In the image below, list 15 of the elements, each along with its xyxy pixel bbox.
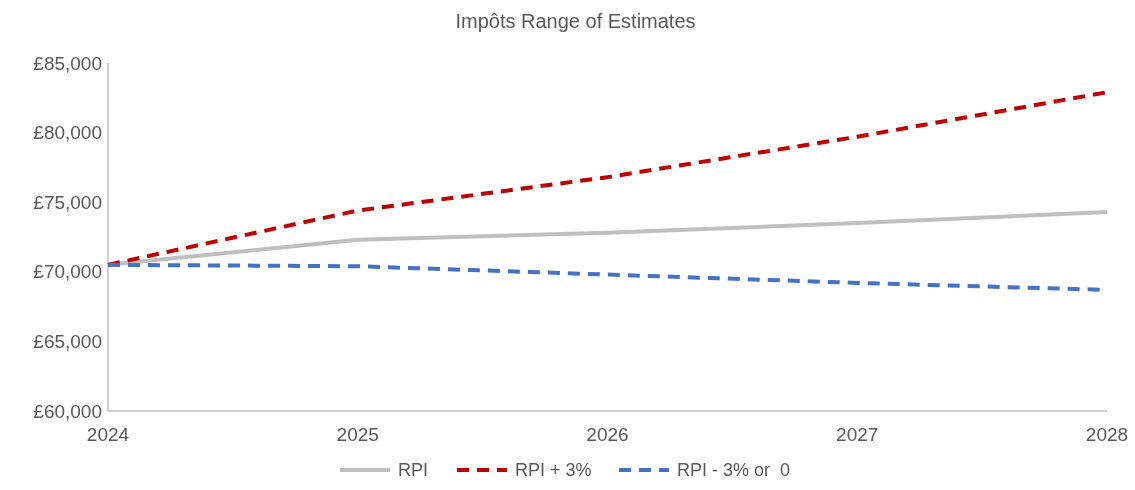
x-tick-label: 2024 xyxy=(86,424,130,445)
y-tick-label: £85,000 xyxy=(33,52,102,74)
legend-label: RPI xyxy=(398,460,429,481)
x-tick-label: 2028 xyxy=(1085,424,1129,445)
y-tick-label: £60,000 xyxy=(33,400,102,422)
y-tick-label: £70,000 xyxy=(33,261,102,283)
legend-label: RPI - 3% or 0 xyxy=(677,460,791,481)
y-tick-label: £65,000 xyxy=(33,331,102,353)
legend-label: RPI + 3% xyxy=(515,460,592,481)
x-tick-label: 2027 xyxy=(836,424,879,445)
x-tick-label: 2025 xyxy=(336,424,379,445)
y-tick-label: £75,000 xyxy=(33,191,102,213)
x-tick-label: 2026 xyxy=(586,424,629,445)
y-tick-label: £80,000 xyxy=(33,122,102,144)
chart-title: Impôts Range of Estimates xyxy=(455,10,696,32)
